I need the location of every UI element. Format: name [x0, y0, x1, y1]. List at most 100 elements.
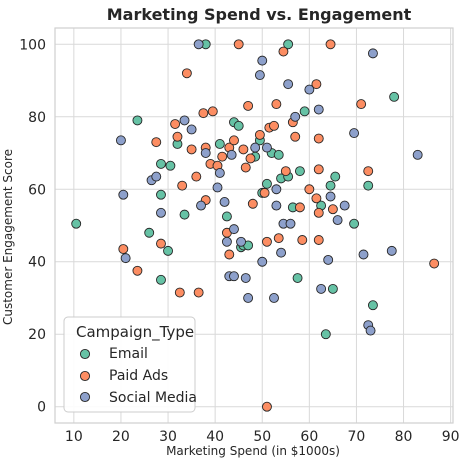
legend-marker-paid-ads — [79, 370, 91, 382]
legend-label-email: Email — [109, 346, 148, 362]
data-point-paid-ads — [327, 204, 338, 215]
data-point-paid-ads — [280, 166, 291, 177]
y-tick-label: 80 — [28, 110, 46, 126]
data-point-social-media — [386, 245, 397, 256]
data-point-paid-ads — [278, 46, 289, 57]
data-point-social-media — [262, 142, 272, 153]
data-point-email — [214, 139, 225, 149]
data-point-email — [389, 91, 400, 102]
data-point-social-media — [325, 191, 336, 202]
data-point-paid-ads — [363, 166, 374, 177]
data-point-social-media — [214, 168, 225, 178]
x-tick-label: 80 — [395, 429, 413, 445]
data-point-social-media — [120, 253, 131, 264]
y-tick-label: 100 — [19, 37, 46, 53]
data-point-email — [292, 273, 303, 283]
legend-marker-email — [79, 348, 91, 360]
data-point-email — [349, 218, 360, 229]
data-point-social-media — [332, 215, 343, 226]
data-point-social-media — [257, 256, 268, 267]
data-point-paid-ads — [229, 135, 239, 146]
data-point-paid-ads — [118, 244, 129, 255]
data-points-layer — [71, 39, 440, 412]
data-point-paid-ads — [174, 287, 185, 298]
data-point-paid-ads — [156, 238, 166, 249]
data-point-email — [156, 189, 166, 200]
data-point-social-media — [221, 236, 232, 247]
data-point-email — [233, 120, 244, 131]
data-point-paid-ads — [181, 68, 192, 79]
data-point-paid-ads — [233, 39, 244, 50]
data-point-paid-ads — [290, 131, 301, 142]
data-point-paid-ads — [170, 119, 181, 129]
data-point-email — [299, 106, 310, 117]
data-point-paid-ads — [238, 144, 249, 155]
data-point-email — [71, 218, 82, 229]
data-point-social-media — [313, 104, 324, 115]
data-point-paid-ads — [429, 258, 440, 269]
data-point-email — [156, 274, 166, 285]
data-point-email — [283, 39, 294, 50]
data-point-paid-ads — [262, 401, 272, 412]
data-point-social-media — [118, 189, 129, 200]
legend-box — [63, 316, 196, 413]
data-point-paid-ads — [269, 120, 279, 131]
data-point-social-media — [240, 273, 251, 283]
data-point-social-media — [358, 249, 369, 260]
data-point-paid-ads — [132, 265, 143, 276]
data-point-social-media — [115, 135, 126, 146]
data-point-social-media — [290, 111, 301, 122]
x-tick-label: 30 — [159, 429, 177, 445]
data-point-social-media — [250, 142, 261, 153]
data-point-social-media — [243, 293, 254, 303]
x-tick-label: 70 — [348, 429, 366, 445]
data-point-social-media — [196, 200, 206, 211]
x-tick-label: 60 — [300, 429, 318, 445]
data-point-paid-ads — [224, 249, 235, 260]
data-point-email — [327, 283, 338, 294]
data-point-social-media — [257, 55, 268, 66]
data-point-paid-ads — [271, 99, 282, 110]
legend-label-social-media: Social Media — [109, 390, 197, 406]
y-tick-label: 40 — [28, 255, 46, 271]
data-point-email — [165, 160, 176, 171]
y-tick-label: 20 — [28, 327, 46, 343]
legend-marker-social-media — [79, 391, 91, 403]
y-tick-label: 60 — [28, 182, 46, 198]
data-point-social-media — [283, 79, 294, 90]
data-point-paid-ads — [313, 235, 324, 245]
data-point-paid-ads — [273, 233, 284, 244]
data-point-paid-ads — [177, 180, 188, 191]
data-point-email — [294, 166, 305, 177]
data-point-paid-ads — [172, 131, 183, 142]
data-point-paid-ads — [311, 79, 322, 90]
data-point-email — [363, 180, 374, 191]
data-point-paid-ads — [297, 235, 308, 245]
data-point-email — [262, 178, 272, 189]
data-point-email — [325, 180, 336, 191]
chart-title: Marketing Spend vs. Engagement — [107, 5, 412, 24]
data-point-paid-ads — [313, 164, 324, 175]
data-point-paid-ads — [304, 184, 315, 195]
data-point-social-media — [156, 207, 166, 218]
data-point-email — [144, 227, 155, 238]
data-point-paid-ads — [217, 151, 228, 162]
plot-frame — [54, 27, 454, 424]
data-point-paid-ads — [254, 129, 265, 140]
data-point-social-media — [179, 115, 190, 126]
data-point-paid-ads — [313, 207, 324, 218]
data-point-email — [273, 149, 284, 160]
data-point-paid-ads — [193, 287, 204, 298]
data-point-social-media — [269, 293, 279, 303]
legend: Campaign_Type Email Paid Ads Social Medi… — [63, 316, 197, 413]
data-point-paid-ads — [207, 106, 218, 117]
legend-title: Campaign_Type — [76, 323, 194, 342]
data-point-social-media — [193, 39, 204, 50]
data-point-paid-ads — [259, 187, 270, 198]
data-point-email — [179, 209, 190, 220]
data-point-social-media — [412, 149, 423, 160]
axes-layer: 10 20 30 40 50 60 70 80 90 0 20 40 60 80 100 — [19, 27, 460, 445]
y-axis-label: Customer Engagement Score — [1, 149, 15, 325]
data-point-paid-ads — [243, 100, 254, 111]
